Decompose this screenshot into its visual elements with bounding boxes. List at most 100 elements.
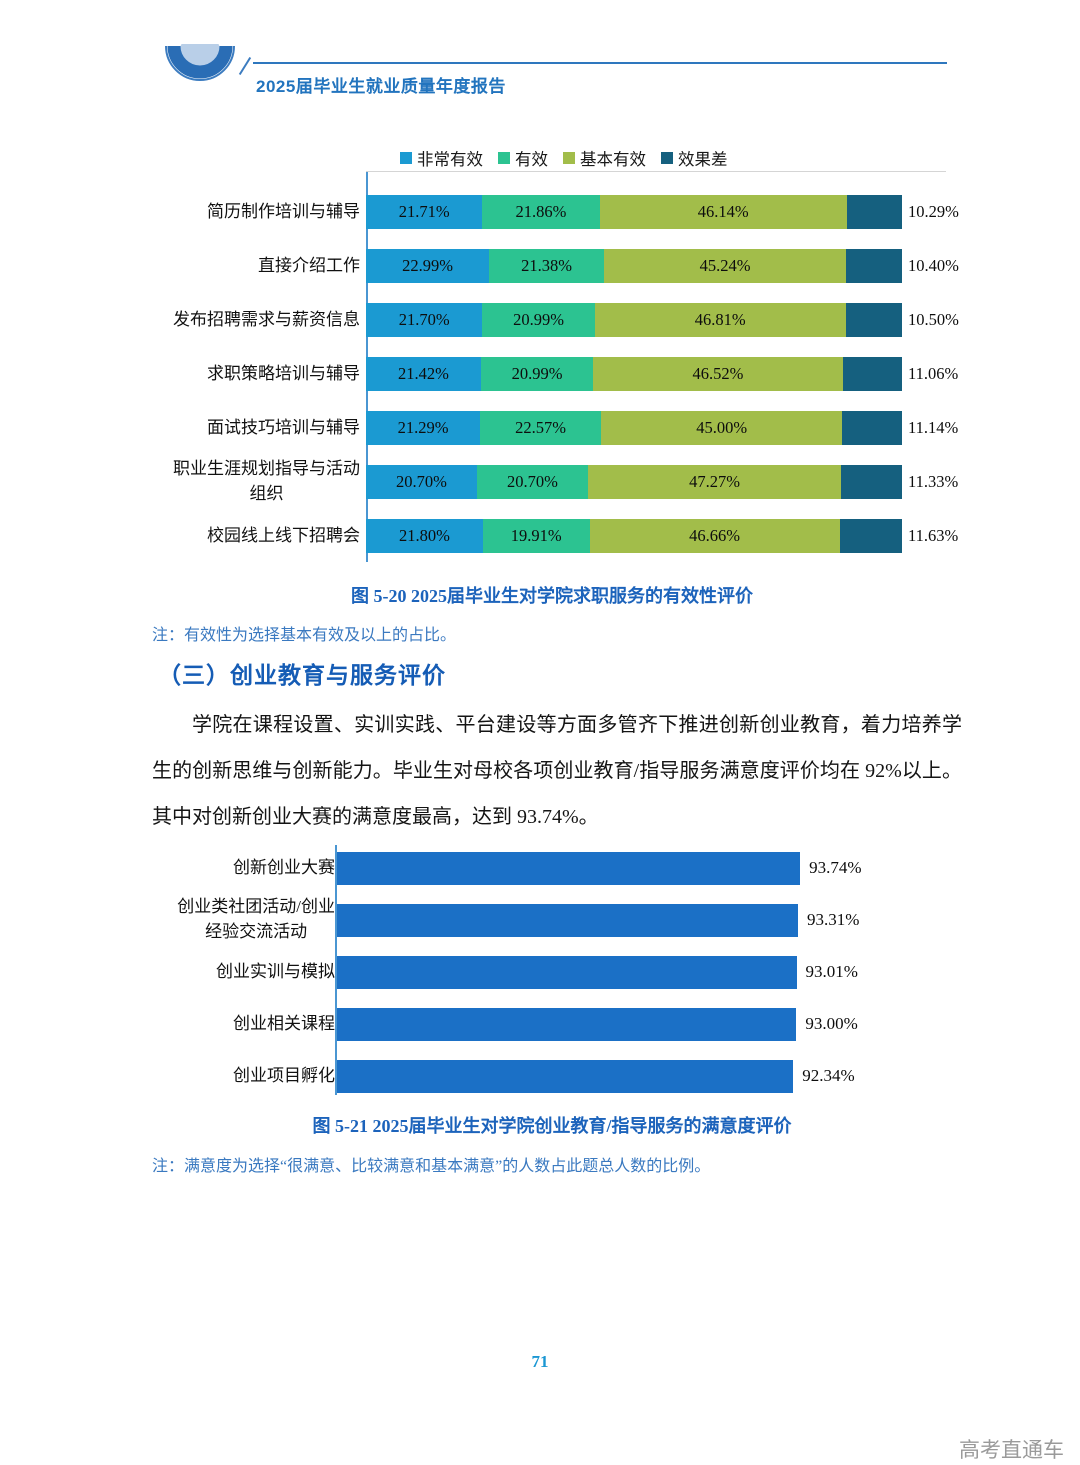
chart1-category-text: 职业生涯规划指导与活动 组织: [173, 459, 360, 503]
segment-value: 20.70%: [506, 472, 558, 491]
bar-segment-1: 21.42%: [366, 357, 481, 391]
legend-swatch-icon: [563, 152, 575, 164]
legend-item: 基本有效: [563, 146, 646, 170]
chart2-category-text: 创业类社团活动/创业 经验交流活动: [177, 897, 335, 941]
segment-value: 19.91%: [510, 526, 562, 545]
legend-label: 效果差: [678, 150, 728, 169]
segment-value: 22.57%: [515, 418, 567, 437]
chart1-category-label: 校园线上线下招聘会: [152, 524, 360, 549]
legend-swatch-icon: [661, 152, 673, 164]
chart2-category-label: 创业项目孵化: [160, 1064, 335, 1089]
chart2-bar-track: 93.31%: [337, 903, 860, 937]
chart2-row: 创新创业大赛 93.74%: [160, 842, 1040, 894]
segment-value-outside: 10.29%: [908, 202, 959, 221]
section-heading: （三）创业教育与服务评价: [158, 662, 446, 688]
segment-value: 46.52%: [692, 364, 744, 383]
bar-segment-3: 46.81%: [594, 303, 846, 337]
page-number: 71: [531, 1352, 549, 1371]
legend-label: 非常有效: [417, 150, 483, 169]
satisfaction-bar: [337, 1059, 794, 1093]
chart1-rows: 简历制作培训与辅导 21.71% 21.86% 46.14% 10.29% 直接介绍工作 2…: [152, 185, 1032, 563]
segment-value: 46.66%: [689, 526, 741, 545]
bar-segment-4: [846, 195, 902, 229]
chart2-rows: 创新创业大赛 93.74% 创业类社团活动/创业 经验交流活动 93.31% 创业实训与…: [160, 842, 1040, 1102]
chart2-category-text: 创业实训与模拟: [216, 961, 335, 981]
chart2-axis-line: [335, 845, 337, 1095]
chart2-bar-track: 93.74%: [337, 851, 862, 885]
chart2-category-text: 创业相关课程: [233, 1013, 335, 1033]
chart1-row: 发布招聘需求与薪资信息 21.70% 20.99% 46.81% 10.50%: [152, 293, 1032, 347]
chart2-bar-track: 93.00%: [337, 1007, 858, 1041]
segment-value: 21.71%: [398, 202, 450, 221]
segment-value: 22.99%: [402, 256, 454, 275]
bar-segment-4: [839, 519, 902, 553]
body-paragraph: 学院在课程设置、实训实践、平台建设等方面多管齐下推进创新创业教育，着力培养学生的…: [152, 714, 962, 828]
chart1-plot-topline: [366, 171, 946, 172]
chart2-category-text: 创新创业大赛: [233, 857, 335, 877]
legend-label: 基本有效: [580, 150, 646, 169]
bar-segment-3: 45.24%: [603, 249, 847, 283]
segment-value: 21.80%: [398, 526, 450, 545]
bar-segment-4: [846, 249, 903, 283]
bar-segment-4: [841, 465, 902, 499]
satisfaction-bar: [337, 903, 798, 937]
chart2-bar-track: 93.01%: [337, 955, 858, 989]
chart1-category-label: 发布招聘需求与薪资信息: [152, 308, 360, 333]
chart1-row: 简历制作培训与辅导 21.71% 21.86% 46.14% 10.29%: [152, 185, 1032, 239]
bar-segment-2: 21.86%: [482, 195, 600, 229]
bar-segment-1: 21.70%: [366, 303, 483, 337]
chart1-bar-track: 21.71% 21.86% 46.14%: [366, 195, 902, 229]
chart1-category-text: 发布招聘需求与薪资信息: [173, 309, 360, 329]
legend-item: 有效: [498, 146, 548, 170]
chart1-category-label: 职业生涯规划指导与活动 组织: [152, 457, 360, 506]
bar-segment-4: [845, 303, 902, 337]
satisfaction-bar: [337, 851, 801, 885]
chart1-category-label: 直接介绍工作: [152, 254, 360, 279]
chart1-category-text: 直接介绍工作: [258, 255, 360, 275]
bar-value: 93.00%: [805, 1014, 858, 1033]
chart1-category-label: 简历制作培训与辅导: [152, 200, 360, 225]
segment-value: 47.27%: [689, 472, 740, 491]
chart1-bar-track: 21.29% 22.57% 45.00%: [366, 411, 902, 445]
chart1-row: 直接介绍工作 22.99% 21.38% 45.24% 10.40%: [152, 239, 1032, 293]
bar-segment-3: 47.27%: [587, 465, 842, 499]
segment-value-outside: 11.14%: [908, 418, 959, 437]
segment-value: 20.70%: [396, 472, 447, 491]
bar-segment-1: 21.71%: [366, 195, 483, 229]
chart1-category-label: 求职策略培训与辅导: [152, 362, 360, 387]
segment-value-outside: 10.40%: [908, 256, 959, 275]
bar-segment-1: 21.29%: [366, 411, 481, 445]
segment-value: 45.24%: [699, 256, 751, 275]
bar-segment-1: 22.99%: [366, 249, 490, 283]
bar-segment-4: [842, 411, 902, 445]
figure-5-20-note: 注：有效性为选择基本有效及以上的占比。: [152, 627, 457, 644]
bar-segment-1: 20.70%: [366, 465, 477, 499]
legend-item: 效果差: [661, 146, 728, 170]
chart2-category-label: 创业相关课程: [160, 1012, 335, 1037]
figure-5-20-caption: 图 5-20 2025届毕业生对学院求职服务的有效性评价: [351, 586, 753, 606]
segment-value: 45.00%: [696, 418, 748, 437]
chart2-bar-track: 92.34%: [337, 1059, 855, 1093]
figure-5-21-caption: 图 5-21 2025届毕业生对学院创业教育/指导服务的满意度评价: [312, 1116, 792, 1136]
chart1-bar-track: 21.70% 20.99% 46.81%: [366, 303, 902, 337]
segment-value: 21.38%: [521, 256, 572, 275]
satisfaction-bar: [337, 1007, 797, 1041]
chart2-row: 创业类社团活动/创业 经验交流活动 93.31%: [160, 894, 1040, 946]
segment-value: 46.14%: [697, 202, 749, 221]
segment-value: 20.99%: [511, 364, 563, 383]
segment-value: 21.29%: [397, 418, 449, 437]
bar-segment-2: 21.38%: [489, 249, 604, 283]
chart1-category-text: 校园线上线下招聘会: [207, 525, 360, 545]
chart1-bar-track: 21.42% 20.99% 46.52%: [366, 357, 902, 391]
bar-segment-3: 46.14%: [599, 195, 847, 229]
segment-value: 20.99%: [513, 310, 564, 329]
bar-segment-3: 46.66%: [589, 519, 840, 553]
logo-graphic: [165, 33, 235, 81]
legend-label: 有效: [515, 150, 548, 169]
bar-value: 93.31%: [807, 910, 860, 929]
chart1-row: 求职策略培训与辅导 21.42% 20.99% 46.52% 11.06%: [152, 347, 1032, 401]
segment-value: 21.86%: [515, 202, 567, 221]
chart1-bar-track: 20.70% 20.70% 47.27%: [366, 465, 902, 499]
segment-value-outside: 11.33%: [908, 472, 959, 491]
